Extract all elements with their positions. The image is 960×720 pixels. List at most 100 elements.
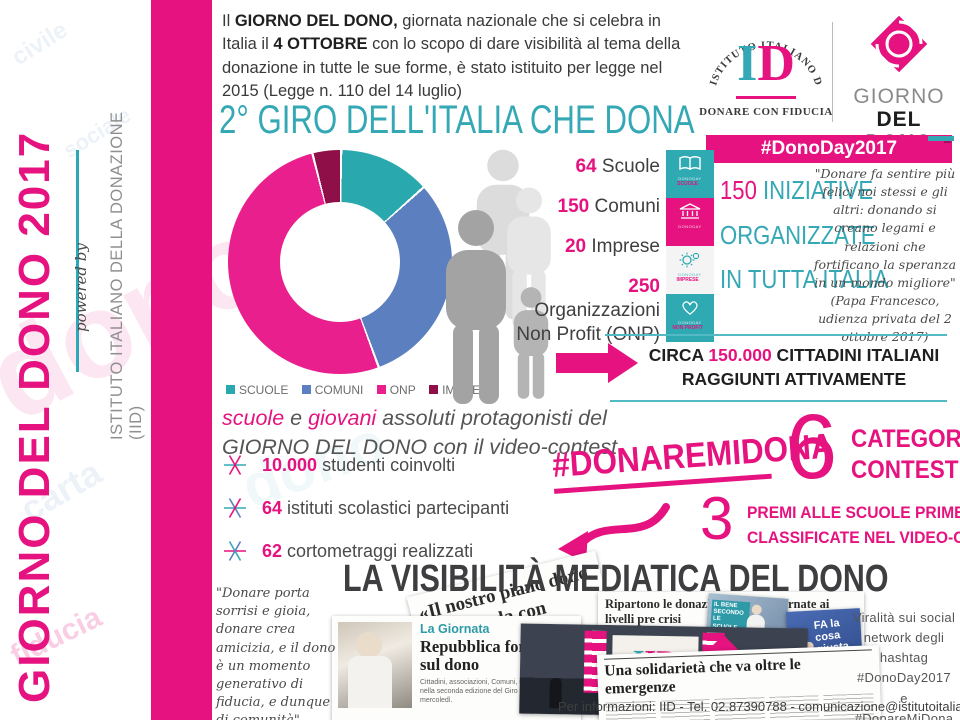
footer-contact-info: Per informazioni: IID - Tel. 02.87390788… bbox=[558, 699, 960, 714]
sidebar-divider-line bbox=[76, 150, 79, 372]
heart-icon bbox=[682, 301, 698, 315]
stat-imprese: 20 Imprese bbox=[498, 236, 660, 259]
papa-francesco-quote: "Donare fa sentire più felici noi stessi… bbox=[812, 165, 958, 346]
intro-text: Il bbox=[222, 12, 235, 30]
legend-swatch-onp bbox=[376, 385, 386, 395]
divider-line bbox=[605, 334, 947, 336]
organization-name-vertical: ISTITUTO ITALIANO DELLA DONAZIONE (IID) bbox=[108, 111, 145, 440]
iid-tagline: DONARE CON FIDUCIA bbox=[699, 106, 833, 118]
stat-label: Organizzazioni Non Profit (ONP) bbox=[516, 300, 660, 345]
participant-stats: 64 Scuole 150 Comuni 20 Imprese 250 Orga… bbox=[498, 156, 660, 364]
premi-line1: PREMI ALLE SCUOLE PRIME bbox=[747, 503, 960, 522]
stat-value: 64 bbox=[575, 156, 597, 177]
tile-scuole: DONODAY SCUOLE bbox=[666, 150, 714, 198]
tile-label: SCUOLE bbox=[677, 181, 698, 187]
stat-value: 150 bbox=[557, 195, 590, 217]
bullet-number: 10.000 bbox=[262, 454, 318, 475]
contest-premi-label: PREMI ALLE SCUOLE PRIME CLASSIFICATE NEL… bbox=[747, 501, 960, 550]
contest-line: CONTEST bbox=[851, 456, 959, 485]
stat-label: Comuni bbox=[589, 195, 660, 217]
bullet-label: cortometraggi realizzati bbox=[287, 540, 474, 561]
intro-text: giornata nazionale che si celebra in Ita… bbox=[222, 12, 661, 54]
gdd-logo-line1: GIORNO bbox=[853, 85, 945, 108]
iid-letter-i: I bbox=[737, 35, 758, 92]
legend-swatch-imprese bbox=[429, 385, 439, 395]
legend-label-comuni: COMUNI bbox=[314, 382, 364, 397]
giorno-del-dono-logo: GIORNO DEL DONO bbox=[843, 8, 955, 154]
social-virality-note: Viralità sui social network degli hashta… bbox=[852, 610, 956, 720]
iniziative-number: 150 bbox=[720, 175, 757, 205]
contest-number-6: 6 bbox=[786, 396, 838, 498]
protagonisti-mid: e bbox=[284, 406, 309, 430]
stat-label: Imprese bbox=[586, 235, 660, 257]
stat-value: 20 bbox=[564, 235, 587, 257]
contest-number-3: 3 bbox=[700, 485, 734, 552]
tile-comuni: DONODAY COMUNI bbox=[666, 198, 714, 246]
bullet-label: studenti coinvolti bbox=[322, 454, 456, 475]
reach-post: CITTADINI ITALIANI bbox=[771, 345, 940, 365]
stat-comuni: 150 Comuni bbox=[498, 196, 660, 219]
categorie-line: CATEGORIE bbox=[851, 425, 960, 453]
stat-scuole: 64 Scuole bbox=[498, 156, 660, 179]
tile-label: NON PROFIT bbox=[672, 325, 703, 331]
watermark-word: civile bbox=[7, 16, 73, 71]
bank-icon bbox=[679, 203, 701, 219]
clip-kicker: La Giornata bbox=[420, 622, 490, 636]
category-tiles: DONODAY SCUOLE DONODAY COMUNI DONODAY IM… bbox=[666, 150, 714, 342]
chart-legend: SCUOLE COMUNI ONP IMPRESE bbox=[226, 382, 496, 397]
iid-underline bbox=[736, 96, 796, 99]
reach-statement: CIRCA 150.000 CITTADINI ITALIANI RAGGIUN… bbox=[640, 344, 948, 391]
asterisk-icon bbox=[224, 541, 246, 561]
intro-bold-giorno: GIORNO DEL DONO, bbox=[234, 12, 398, 30]
iid-arc-text: ISTITUTO ITALIANO DONAZIONE bbox=[706, 8, 823, 88]
intro-bold-date: 4 OTTOBRE bbox=[273, 35, 368, 54]
donut-hole bbox=[280, 202, 400, 322]
tile-brand: DONODAY bbox=[678, 272, 702, 277]
reach-line2: RAGGIUNTI ATTIVAMENTE bbox=[681, 368, 907, 389]
premi-line2: CLASSIFICATE NEL VIDEO-CONTEST bbox=[747, 527, 960, 547]
intro-paragraph: Il GIORNO DEL DONO, giornata nazionale c… bbox=[222, 10, 700, 104]
right-arrow-icon bbox=[556, 353, 608, 373]
asterisk-icon bbox=[224, 455, 246, 475]
protagonisti-giovani: giovani bbox=[308, 406, 377, 430]
clip-body: Cittadini, associazioni, Comuni, scuole … bbox=[420, 679, 573, 705]
clip-headline: Una solidarietà che va oltre le emergenz… bbox=[603, 649, 874, 699]
iid-letters: ID bbox=[706, 38, 826, 90]
intro-text: con lo scopo di dare visibilità al tema … bbox=[222, 35, 681, 101]
legend-label-scuole: SCUOLE bbox=[239, 382, 289, 397]
event-title-vertical: GIORNO DEL DONO 2017 bbox=[10, 130, 59, 703]
tile-brand: DONODAY bbox=[678, 320, 702, 325]
legend-swatch-comuni bbox=[301, 385, 311, 395]
asterisk-icon bbox=[224, 498, 246, 518]
right-arrow-head bbox=[608, 343, 638, 383]
gears-icon bbox=[679, 252, 700, 268]
iniziative-line3: IN TUTTA ITALIA bbox=[720, 264, 889, 295]
tile-brand: DONODAY bbox=[678, 224, 702, 229]
logo-divider bbox=[832, 22, 833, 122]
mattarella-quote: "Donare porta sorrisi e gioia, donare cr… bbox=[216, 585, 336, 720]
powered-by-label: powered by bbox=[72, 243, 90, 332]
reach-pre: CIRCA bbox=[648, 345, 709, 365]
bullet-number: 64 bbox=[262, 497, 283, 518]
iniziative-line1: INIZIATIVE bbox=[756, 175, 874, 205]
iid-logo: ISTITUTO ITALIANO DONAZIONE ID DONARE CO… bbox=[699, 8, 832, 133]
bullet-istituti: 64 istituti scolastici partecipanti bbox=[222, 495, 552, 521]
protagonisti-rest2: con il video-contest bbox=[427, 435, 618, 460]
tile-brand: DONODAY bbox=[678, 176, 702, 181]
media-section-title: LA VISIBILITÀ MEDIATICA DEL DONO bbox=[343, 558, 889, 600]
iniziative-line2: ORGANIZZATE bbox=[720, 219, 876, 250]
protagonisti-rest1: assoluti protagonisti del bbox=[376, 406, 607, 430]
sidebar-pink-bar bbox=[151, 0, 212, 720]
video-contest-stats: 10.000 studenti coinvolti 64 istituti scol… bbox=[222, 452, 552, 581]
iniziative-block: 150 INIZIATIVE ORGANIZZATE IN TUTTA ITAL… bbox=[720, 168, 888, 302]
protagonisti-scuole: scuole bbox=[222, 406, 285, 430]
quote-text: "Donare porta sorrisi e gioia, donare cr… bbox=[216, 586, 336, 720]
stat-label: Scuole bbox=[596, 156, 660, 177]
legend-swatch-scuole bbox=[226, 385, 235, 395]
section-title: 2° GIRO DELL'ITALIA CHE DONA bbox=[219, 98, 695, 142]
protagonisti-caps: GIORNO DEL DONO bbox=[222, 435, 428, 460]
bullet-studenti: 10.000 studenti coinvolti bbox=[222, 452, 552, 478]
contest-categorie-label: CATEGORIE CONTEST bbox=[851, 424, 960, 487]
diamond-icon bbox=[870, 15, 928, 73]
